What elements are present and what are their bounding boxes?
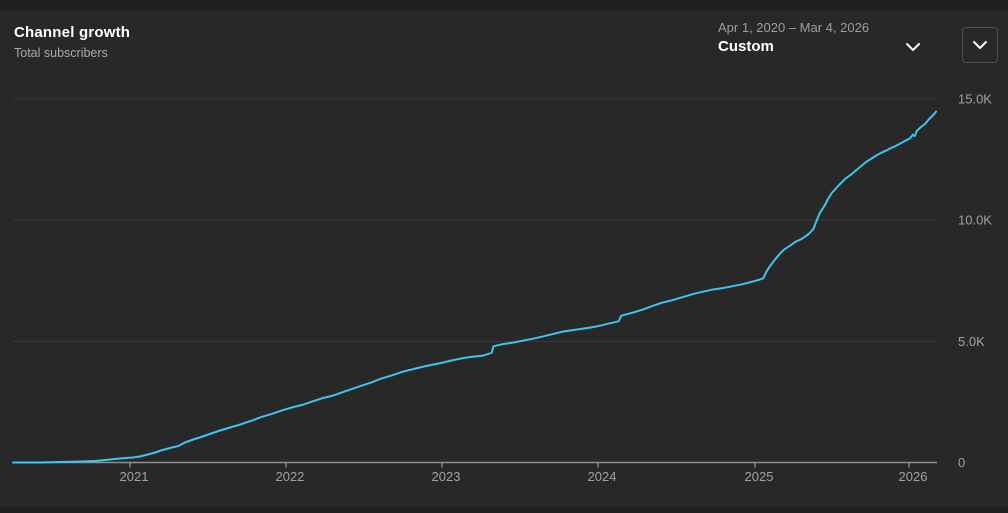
y-axis-label: 5.0K <box>958 334 985 349</box>
x-axis-label: 2021 <box>120 469 149 484</box>
growth-chart[interactable]: 0 5.0K 10.0K 15.0K 2021 2022 2023 2024 2025 2026 <box>0 0 1008 513</box>
x-axis-label: 2024 <box>588 469 617 484</box>
y-axis-label: 10.0K <box>958 213 992 228</box>
analytics-page: { "header": { "title": "Channel growth",… <box>0 0 1008 513</box>
y-axis-label: 15.0K <box>958 92 992 107</box>
x-axis-label: 2022 <box>275 469 304 484</box>
subscriber-line <box>13 112 936 463</box>
y-axis-label: 0 <box>958 455 965 470</box>
x-axis-label: 2023 <box>432 469 461 484</box>
x-axis-label: 2026 <box>899 469 928 484</box>
x-axis-label: 2025 <box>745 469 774 484</box>
